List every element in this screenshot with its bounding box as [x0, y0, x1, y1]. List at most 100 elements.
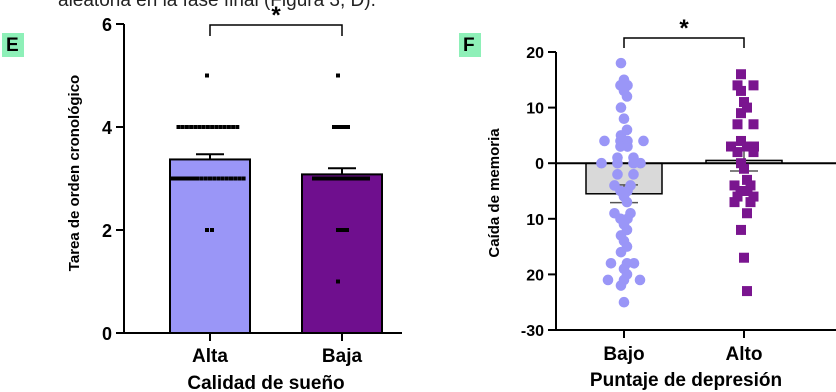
panel-e-data-point	[208, 176, 212, 181]
panel-e-bar-alta	[169, 158, 251, 334]
panel-e-data-point	[172, 176, 177, 181]
panel-f-point-alto	[736, 69, 746, 80]
panel-e-data-point	[346, 125, 350, 129]
panel-e-data-point	[203, 176, 208, 181]
panel-f-x-tick-label: Alto	[726, 344, 763, 365]
panel-e-data-point	[176, 125, 181, 129]
panel-e-data-point	[189, 176, 193, 181]
panel-e-data-point	[226, 125, 231, 129]
panel-e-data-point	[229, 176, 233, 181]
panel-f-significance-bracket	[623, 37, 745, 48]
panel-f-point-bajo	[618, 296, 630, 308]
panel-e-data-point	[216, 176, 221, 181]
panel-f-point-bajo	[615, 57, 627, 69]
panel-f-point-alto	[748, 147, 759, 158]
panel-f-point-alto	[736, 85, 746, 96]
panel-e-data-point	[224, 176, 229, 181]
panel-f-point-alto	[748, 191, 759, 202]
panel-f-point-bajo	[621, 91, 633, 102]
panel-f-point-alto	[742, 141, 752, 152]
panel-e-data-point	[336, 279, 340, 284]
panel-f-point-bajo	[596, 157, 607, 169]
panel-e-data-point	[336, 228, 340, 232]
panel-f-y-tick-label: 0	[535, 156, 544, 173]
panel-f-point-alto	[726, 141, 736, 152]
panel-e-significance-star: *	[271, 2, 281, 29]
panel-e-data-point	[237, 176, 242, 181]
panel-e-data-point	[342, 228, 346, 232]
panel-f-y-tick-label: 20	[526, 45, 544, 62]
panel-f-point-alto	[732, 191, 743, 202]
panel-f-point-bajo	[618, 113, 630, 125]
panel-f-point-alto	[729, 197, 740, 208]
panel-e-data-point	[197, 125, 202, 129]
panel-f-point-alto	[739, 252, 749, 263]
panel-e-data-point	[205, 125, 210, 129]
panel-f-point-alto	[735, 186, 746, 196]
panel-e-data-point	[210, 125, 215, 129]
panel-f-point-alto	[742, 186, 753, 196]
panel-f-point-alto	[732, 119, 743, 130]
panel-e-data-point	[241, 176, 246, 181]
panel-f-point-bajo	[628, 257, 640, 269]
panel-f-point-alto	[732, 147, 743, 158]
panel-e-y-tick-label: 6	[102, 15, 112, 35]
panel-f-point-alto	[748, 119, 759, 130]
panel-e-data-point	[339, 228, 343, 232]
panel-e-data-point	[212, 176, 217, 181]
panel-f-x-axis-label: Puntaje de depresión	[590, 370, 782, 391]
panel-f-point-alto	[729, 180, 740, 191]
panel-e-data-point	[233, 176, 238, 181]
panel-e-data-point	[189, 125, 194, 129]
panel-f-y-axis-label: Caída de memoria	[486, 128, 503, 258]
panel-f-significance-star: *	[679, 15, 689, 42]
panel-e-data-point	[201, 125, 206, 129]
panel-f-letter: F	[463, 35, 475, 56]
panel-e-x-tick-label: Alta	[192, 346, 228, 367]
panel-f-point-bajo	[638, 135, 649, 147]
panel-f-point-alto	[732, 80, 743, 91]
panel-f-point-bajo	[622, 141, 633, 152]
panel-e-data-point	[366, 176, 370, 181]
panel-e-x-axis-label: Calidad de sueño	[187, 373, 344, 392]
panel-e-data-point	[231, 125, 236, 129]
panel-f-y-tick-label: 10	[526, 212, 544, 229]
panel-f-point-bajo	[605, 257, 617, 269]
panel-f-point-alto	[742, 208, 752, 219]
panel-e-data-point	[205, 73, 209, 78]
panel-f-point-bajo	[612, 169, 623, 180]
panel-e-y-tick-label: 2	[102, 221, 112, 241]
panel-e-data-point	[210, 228, 214, 232]
panel-f-point-bajo	[599, 135, 610, 147]
panel-e-data-point	[218, 125, 223, 129]
panel-e-data-point	[195, 176, 200, 181]
panel-e-data-point	[193, 176, 198, 181]
panel-e-data-point	[205, 228, 209, 232]
panel-e-letter-bg	[2, 33, 24, 57]
panel-f-letter-bg	[459, 33, 481, 57]
panel-f-point-alto	[736, 224, 746, 235]
panel-e: E Tarea de orden cronológico Calidad de …	[2, 2, 402, 392]
panel-e-data-point	[235, 125, 240, 129]
panel-f-x-tick-label: Bajo	[603, 344, 644, 365]
panel-f-point-alto	[736, 158, 746, 169]
panel-f-point-bajo	[621, 196, 633, 208]
panel-e-data-point	[199, 176, 204, 181]
panel-e-significance-bracket	[209, 24, 343, 36]
panel-f-point-alto	[745, 180, 756, 191]
panel-f-point-bajo	[615, 280, 627, 291]
panel-f-y-tick-label: 10	[526, 101, 544, 118]
panel-f-point-alto	[739, 163, 749, 174]
panel-f-point-alto	[749, 141, 759, 152]
panel-f-point-alto	[742, 286, 752, 297]
panel-f-point-bajo	[615, 246, 627, 258]
panel-f-point-bajo	[612, 157, 623, 169]
panel-f-point-bajo	[615, 102, 627, 113]
panel-f-point-alto	[748, 80, 759, 91]
panel-f-y-tick-label: -30	[521, 323, 544, 340]
panel-e-data-point	[180, 125, 185, 129]
panel-e-data-point	[345, 228, 349, 232]
panel-f-point-alto	[742, 174, 752, 185]
panel-e-data-point	[180, 176, 185, 181]
